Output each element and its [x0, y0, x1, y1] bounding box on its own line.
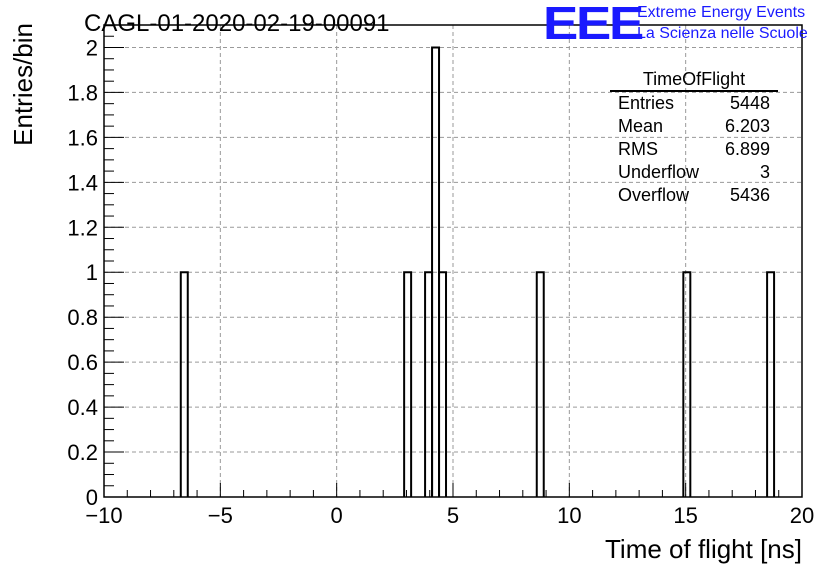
- x-tick-label: −5: [208, 503, 233, 528]
- stats-label: Underflow: [618, 162, 700, 182]
- stats-value: 6.899: [724, 139, 770, 159]
- histogram-bin: [535, 271, 545, 497]
- histogram-bin: [424, 271, 434, 497]
- y-tick-label: 0.2: [67, 440, 98, 465]
- x-tick-label: 5: [447, 503, 459, 528]
- logo-line-1: Extreme Energy Events: [637, 4, 806, 21]
- stats-row-mean: Mean 6.203: [610, 115, 778, 138]
- stats-value: 5436: [729, 185, 770, 205]
- stats-title: TimeOfFlight: [610, 68, 778, 92]
- histogram-bars: [179, 46, 776, 497]
- histogram-bin: [682, 271, 692, 497]
- x-tick-label: 10: [557, 503, 581, 528]
- x-tick-label: 0: [331, 503, 343, 528]
- y-tick-label: 1.8: [67, 80, 98, 105]
- run-title: CAGL-01-2020-02-19-00091: [84, 10, 390, 37]
- x-axis-label: Time of flight [ns]: [605, 534, 802, 564]
- stats-label: Entries: [618, 93, 675, 113]
- histogram-bin: [179, 271, 189, 497]
- stats-row-entries: Entries 5448: [610, 92, 778, 115]
- histogram-bin: [403, 271, 413, 497]
- stats-row-rms: RMS 6.899: [610, 138, 778, 161]
- logo-line-2: La Scienza nelle Scuole: [637, 25, 808, 42]
- stats-row-overflow: Overflow 5436: [610, 184, 778, 207]
- stats-label: Mean: [618, 116, 664, 136]
- x-tick-label: −10: [85, 503, 122, 528]
- y-tick-label: 1.6: [67, 125, 98, 150]
- stats-value: 6.203: [724, 116, 770, 136]
- stats-box: TimeOfFlight Entries 5448 Mean 6.203 RMS…: [610, 68, 778, 207]
- y-axis-label: Entries/bin: [8, 23, 38, 146]
- histogram-bin: [438, 271, 448, 497]
- y-tick-label: 0: [86, 485, 98, 510]
- stats-label: Overflow: [618, 185, 690, 205]
- y-tick-label: 1.2: [67, 215, 98, 240]
- histogram-bin: [766, 271, 776, 497]
- eee-logo: EEE: [543, 0, 644, 49]
- y-tick-label: 1: [86, 260, 98, 285]
- stats-label: RMS: [618, 139, 658, 159]
- y-tick-label: 0.4: [67, 395, 98, 420]
- stats-row-underflow: Underflow 3: [610, 161, 778, 184]
- y-tick-label: 2: [86, 35, 98, 60]
- y-axis: 0 0.2 0.4 0.6 0.8 1 1.2 1.4 1.6 1.8 2: [67, 24, 124, 510]
- stats-value: 5448: [729, 93, 770, 113]
- stats-value: 3: [759, 162, 770, 182]
- y-tick-label: 1.4: [67, 170, 98, 195]
- y-tick-label: 0.8: [67, 305, 98, 330]
- grid-lines: [104, 25, 802, 497]
- y-tick-label: 0.6: [67, 350, 98, 375]
- x-tick-label: 20: [790, 503, 814, 528]
- x-axis: −10 −5 0 5 10 15 20: [85, 483, 814, 528]
- x-tick-label: 15: [673, 503, 697, 528]
